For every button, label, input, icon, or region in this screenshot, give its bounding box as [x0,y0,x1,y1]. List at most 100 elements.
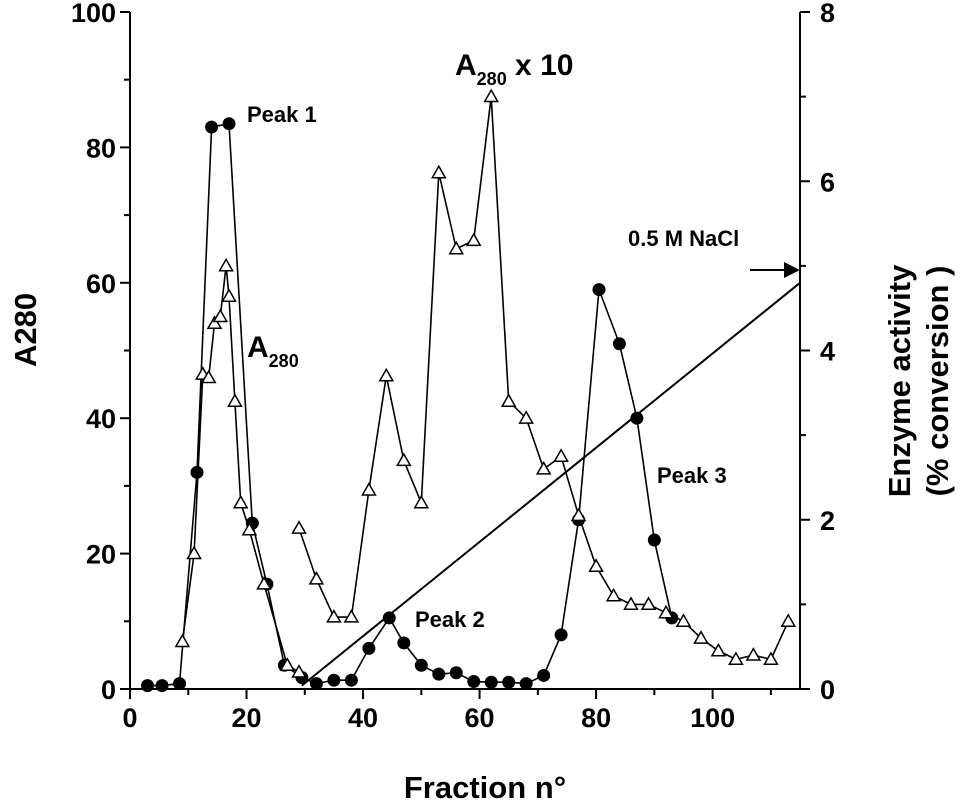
series-1-point [612,337,626,351]
series-3-point [570,507,587,522]
series-3-point [361,482,377,496]
series-2-point [279,657,296,671]
annotation-a280-x10-letter: A [455,49,477,82]
series-1-point [173,677,187,691]
series-1-point [205,120,219,134]
series-1-point [449,666,463,680]
x-tick-label: 0 [122,703,137,733]
series-3-point [588,558,604,572]
series-1-point [630,411,644,425]
series-1-point [344,673,358,687]
series-2-point [221,288,237,302]
series-1-point [190,465,204,479]
y-axis-left-title: A280 [8,293,43,367]
series-1-point [362,641,376,655]
tick-labels: 0 20 40 60 80 100 0 20 40 60 80 100 0 2 4 6 8 [71,0,835,733]
axes [129,12,801,690]
series-3-point [378,367,395,382]
x-tick-label: 80 [581,703,611,733]
series-2-point [218,257,234,272]
series-3-point [291,520,307,534]
y-left-tick-label: 40 [86,404,116,434]
series-2-point [232,494,249,509]
series-1-point [309,677,323,691]
series-1-point [484,675,498,689]
series-3-point [728,651,744,666]
series-2-point [212,308,229,323]
y-right-tick-label: 8 [820,0,835,28]
series-1-point [467,675,481,689]
series-3-point [693,630,709,644]
y-right-tick-label: 0 [820,675,835,705]
series-1-point [414,658,428,672]
series-3-point [465,232,482,247]
annotation-a280-subscript: 280 [269,351,299,371]
series-3-point [745,647,762,661]
y-left-tick-label: 100 [71,0,116,28]
series-3-line [298,96,790,661]
series-1-point [397,636,411,650]
y-axis-right-title-line2: (% conversion ) [920,266,955,497]
series-2-point [227,393,243,407]
series-1-point [502,675,516,689]
annotation-a280: A280 [247,331,299,371]
series-1-point [537,668,551,682]
series-1-point [519,677,533,691]
series-3-point [640,596,657,611]
series-1-point [222,117,236,131]
annotation-a280-letter: A [247,331,269,364]
series-1-point [432,667,446,681]
series-3-point [535,460,552,475]
y-axis-right-title-line1: Enzyme activity [882,264,917,497]
y-left-tick-label: 80 [86,133,116,163]
series-3-point [623,596,639,611]
x-tick-label: 60 [465,703,495,733]
series-3-point [553,448,569,462]
series-3-point [483,88,499,103]
series-3-point [658,604,674,619]
series-3-point [500,393,517,407]
annotation-a280-x10-suffix: x 10 [507,49,574,82]
series-3-point [763,651,779,666]
annotation-peak-3: Peak 3 [657,463,727,488]
series-1-point [140,679,154,693]
annotation-a280-x10: A280 x 10 [455,49,573,89]
series-1-point [327,673,341,687]
y-right-tick-label: 2 [820,506,835,536]
series-3-point [448,240,465,255]
series-1-point [592,283,606,297]
series-2-point [186,545,202,560]
series-lines [147,96,790,687]
x-tick-label: 20 [231,703,261,733]
series-3-point [326,609,342,623]
x-tick-label: 100 [690,703,735,733]
series-3-point [413,494,430,509]
series-2-point [174,633,191,648]
series-2-point [291,664,307,678]
y-right-tick-label: 6 [820,167,835,197]
annotation-peak-1: Peak 1 [247,102,317,127]
x-tick-label: 40 [348,703,378,733]
series-2-point [200,369,217,384]
series-2-point [206,315,223,330]
series-3-point [396,452,412,467]
series-markers [140,88,797,693]
series-3-point [780,613,797,627]
annotation-peak-2: Peak 2 [415,607,485,632]
tick-marks [120,11,810,699]
annotation-a280-x10-subscript: 280 [477,69,507,89]
series-3-point [605,587,622,602]
series-1-point [382,611,396,625]
nacl-arrow [750,262,800,278]
annotation-nacl: 0.5 M NaCl [628,226,739,251]
series-1-line [147,122,673,687]
series-3-point [343,609,360,623]
series-2-point [256,576,272,590]
series-3-point [431,164,447,179]
series-3-point [308,570,325,585]
y-left-tick-label: 20 [86,540,116,570]
y-left-tick-label: 60 [86,269,116,299]
y-right-tick-label: 4 [820,337,835,367]
x-axis-title: Fraction n° [404,770,566,801]
